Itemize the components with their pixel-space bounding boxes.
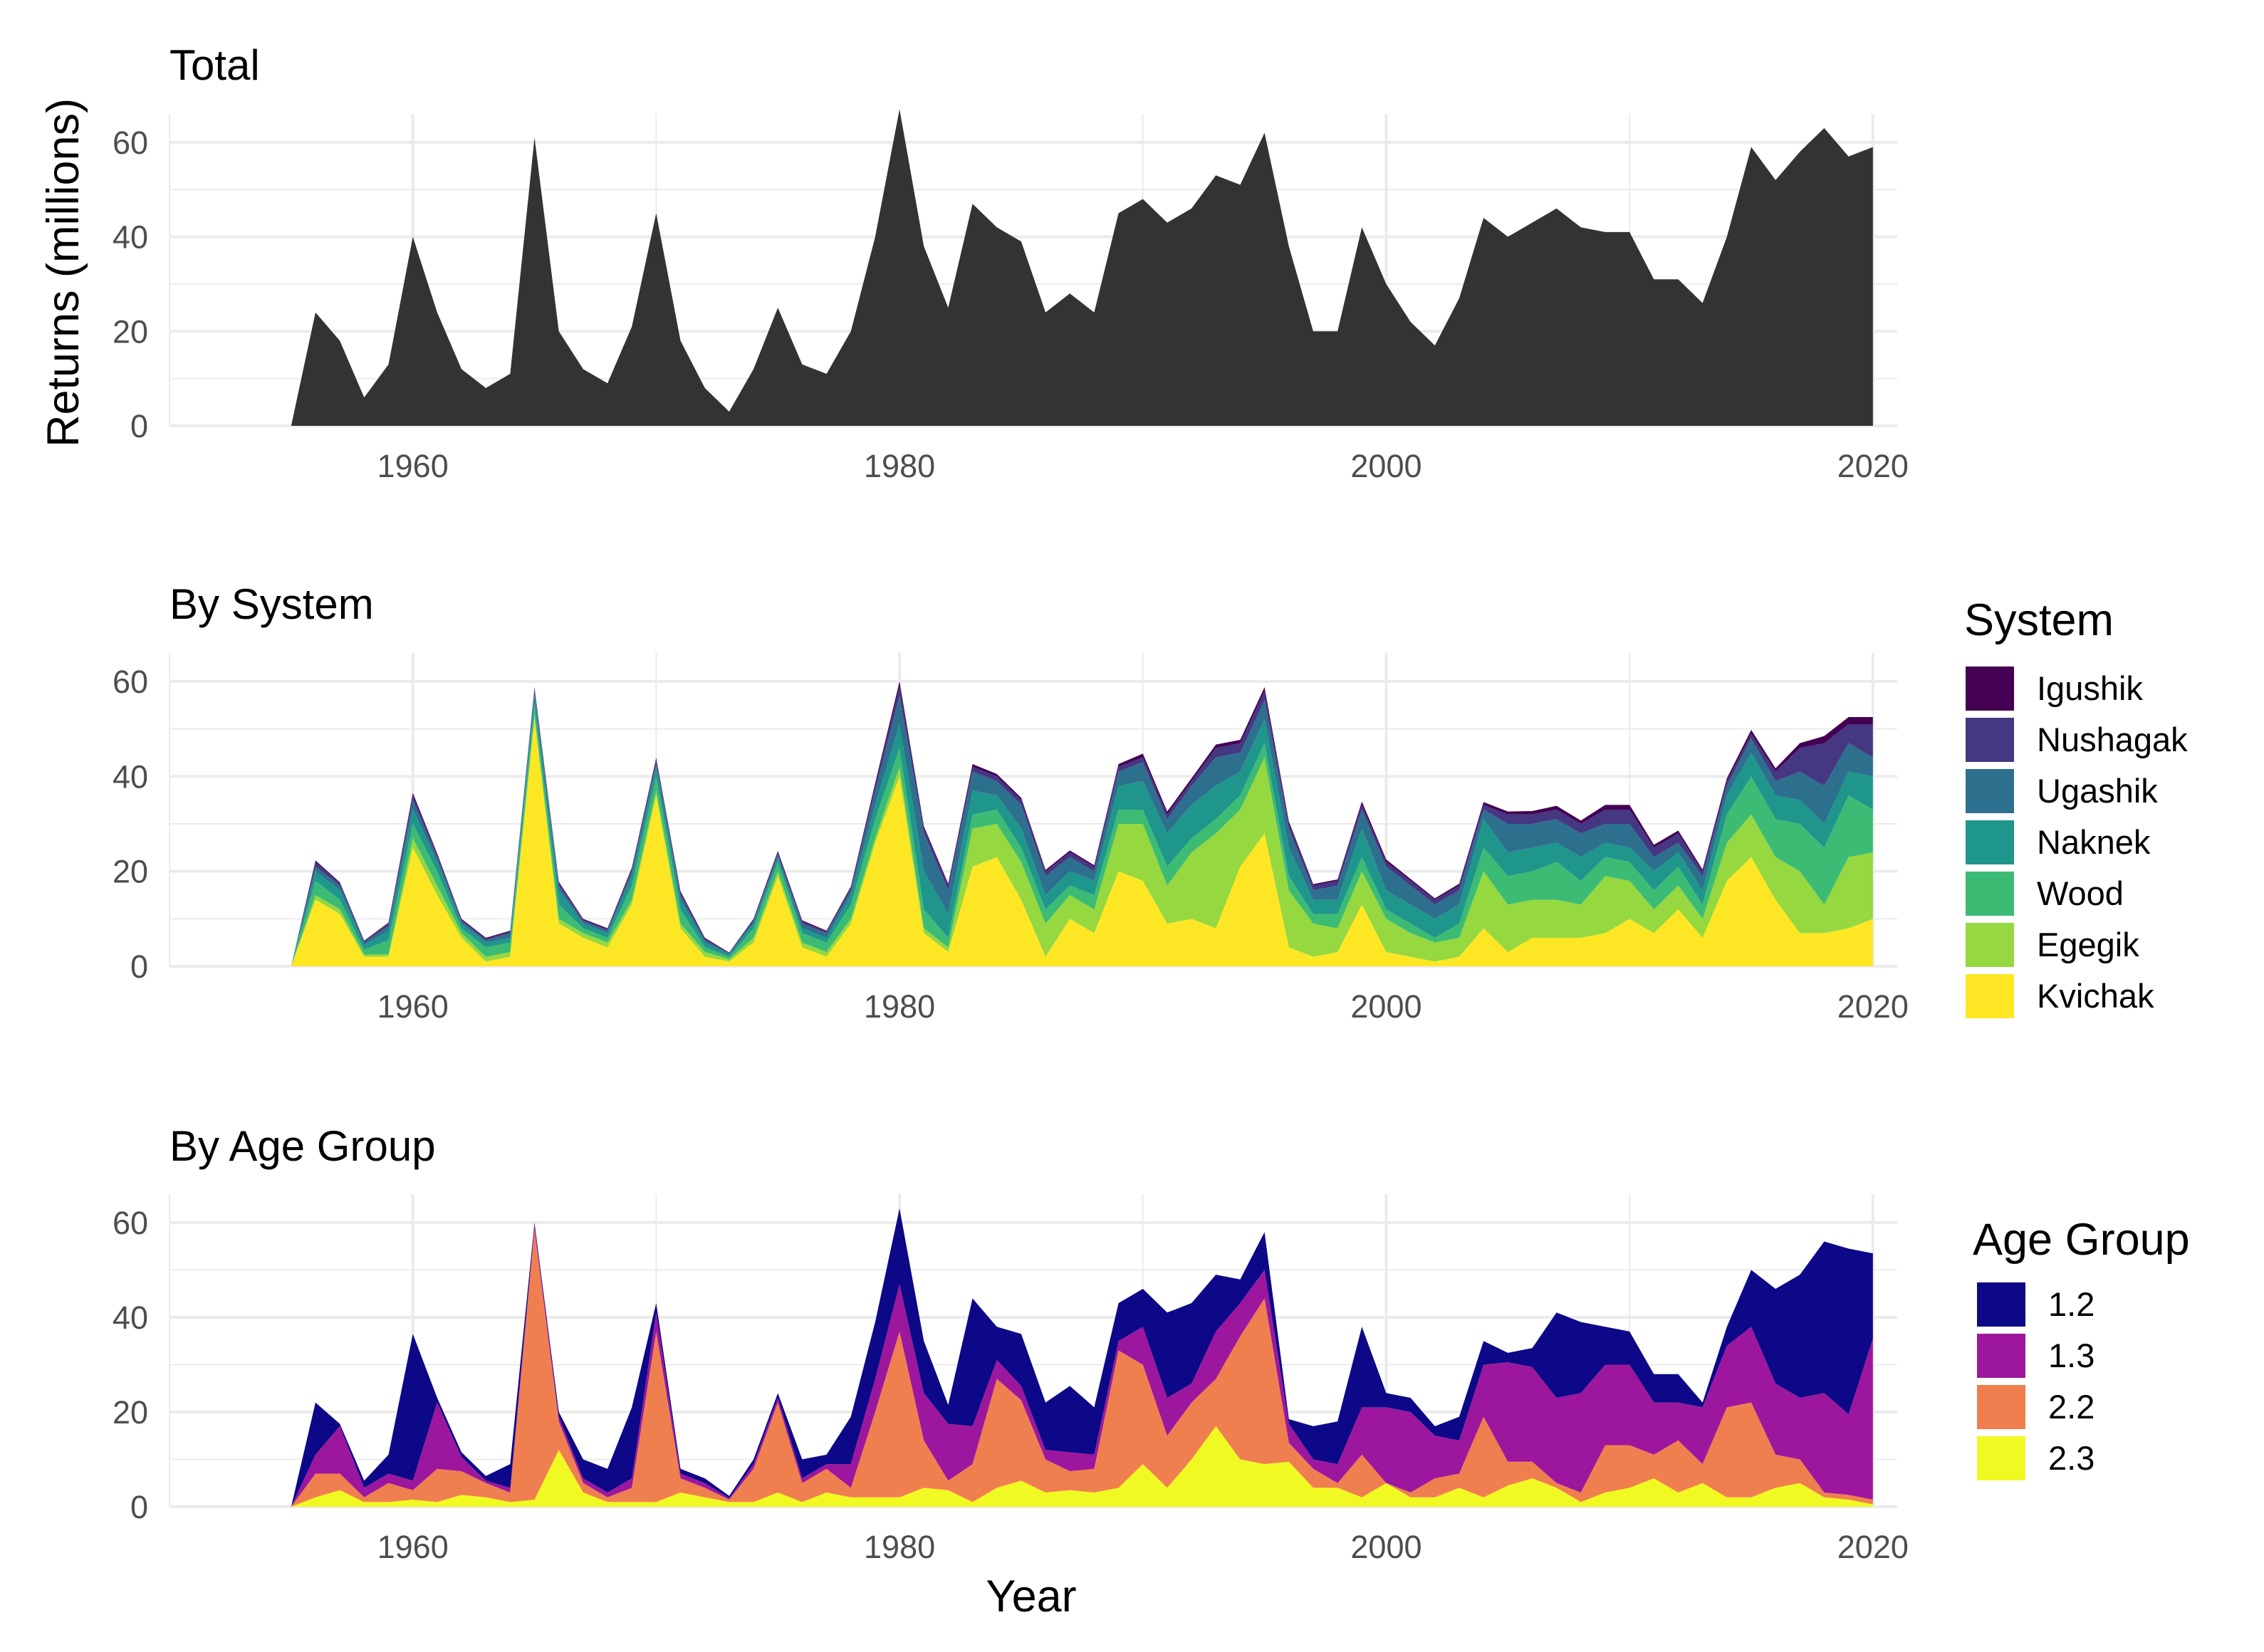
legend-swatch [1966, 872, 2014, 916]
legend-label: 2.3 [2048, 1439, 2095, 1477]
legend-label: Naknek [2037, 823, 2151, 861]
y-tick-label: 20 [113, 1394, 148, 1431]
area-series-egegik [291, 714, 1873, 966]
area-total [291, 109, 1873, 426]
legend-swatch [1966, 769, 2014, 813]
legend-system: System Igushik Nushagak Ugashik Naknek Wood E… [1964, 595, 2188, 1018]
x-tick-label: 1960 [377, 448, 449, 484]
panel-title: By Age Group [169, 1122, 436, 1170]
legend-swatch [1966, 666, 2014, 711]
x-tick-label: 1960 [377, 1529, 449, 1565]
legend-age-group: Age Group 1.2 1.3 2.2 2.3 [1973, 1215, 2190, 1480]
x-tick-label: 2020 [1837, 1529, 1909, 1565]
area-series-ugashik [291, 691, 1873, 966]
legend-swatch [1966, 974, 2014, 1018]
legend-swatch [1977, 1334, 2025, 1378]
y-axis: 0 20 40 60 [113, 125, 148, 444]
panel-by-age-group: By Age Group Year 1960 1980 2000 2020 0 20 40… [113, 1122, 2190, 1621]
legend-swatch [1966, 923, 2014, 967]
legend-label: 2.2 [2048, 1388, 2095, 1426]
area-series-1-2 [291, 1208, 1873, 1507]
area-series-2-2 [291, 1229, 1873, 1507]
y-tick-label: 0 [130, 948, 148, 985]
legend-swatch [1977, 1385, 2025, 1429]
x-tick-label: 2000 [1350, 448, 1421, 484]
y-tick-label: 0 [130, 408, 148, 444]
legend-label: Nushagak [2037, 721, 2188, 758]
x-tick-label: 2000 [1350, 1529, 1421, 1565]
x-tick-label: 1980 [864, 448, 935, 484]
x-axis-title: Year [986, 1572, 1076, 1621]
x-tick-label: 1960 [377, 988, 449, 1025]
x-tick-label: 1980 [864, 1529, 935, 1565]
plot-area [291, 1208, 1873, 1507]
area-series-2-3 [291, 1426, 1873, 1507]
y-axis-title: Returns (millions) [38, 98, 88, 447]
legend-swatch [1966, 718, 2014, 762]
y-tick-label: 40 [113, 1300, 148, 1336]
x-axis: 1960 1980 2000 2020 [377, 1529, 1909, 1565]
legend-swatch [1966, 820, 2014, 864]
legend-label: Igushik [2037, 669, 2143, 707]
x-axis: 1960 1980 2000 2020 [377, 448, 1909, 484]
legend-swatch [1977, 1436, 2025, 1480]
panel-total: Total Returns (millions) 1960 1980 2000 202… [38, 41, 1909, 484]
legend-label: 1.3 [2048, 1337, 2095, 1374]
x-tick-label: 2020 [1837, 988, 1909, 1025]
y-tick-label: 20 [113, 854, 148, 890]
panel-title: Total [169, 41, 260, 89]
legend-label: Ugashik [2037, 772, 2158, 810]
legend-title: System [1964, 595, 2114, 645]
legend-title: Age Group [1973, 1215, 2190, 1265]
legend-label: Wood [2037, 874, 2124, 912]
legend-label: Egegik [2037, 926, 2139, 963]
panel-by-system: By System 1960 1980 2000 2020 0 20 40 60 Syste… [113, 580, 2188, 1025]
legend-swatch [1977, 1282, 2025, 1327]
y-axis: 0 20 40 60 [113, 664, 148, 985]
y-tick-label: 40 [113, 219, 148, 256]
legend-label: Kvichak [2037, 977, 2154, 1015]
panel-title: By System [169, 580, 374, 628]
y-tick-label: 60 [113, 125, 148, 161]
x-tick-label: 1980 [864, 988, 935, 1025]
y-axis: 0 20 40 60 [113, 1205, 148, 1525]
y-tick-label: 60 [113, 664, 148, 700]
y-tick-label: 40 [113, 758, 148, 795]
area-series-kvichak [291, 719, 1873, 966]
y-tick-label: 0 [130, 1489, 148, 1525]
plot-area [291, 109, 1873, 426]
x-axis: 1960 1980 2000 2020 [377, 988, 1909, 1025]
x-tick-label: 2000 [1350, 988, 1421, 1025]
plot-area [291, 681, 1873, 966]
y-tick-label: 60 [113, 1205, 148, 1241]
x-tick-label: 2020 [1837, 448, 1909, 484]
y-tick-label: 20 [113, 313, 148, 350]
legend-label: 1.2 [2048, 1285, 2095, 1323]
